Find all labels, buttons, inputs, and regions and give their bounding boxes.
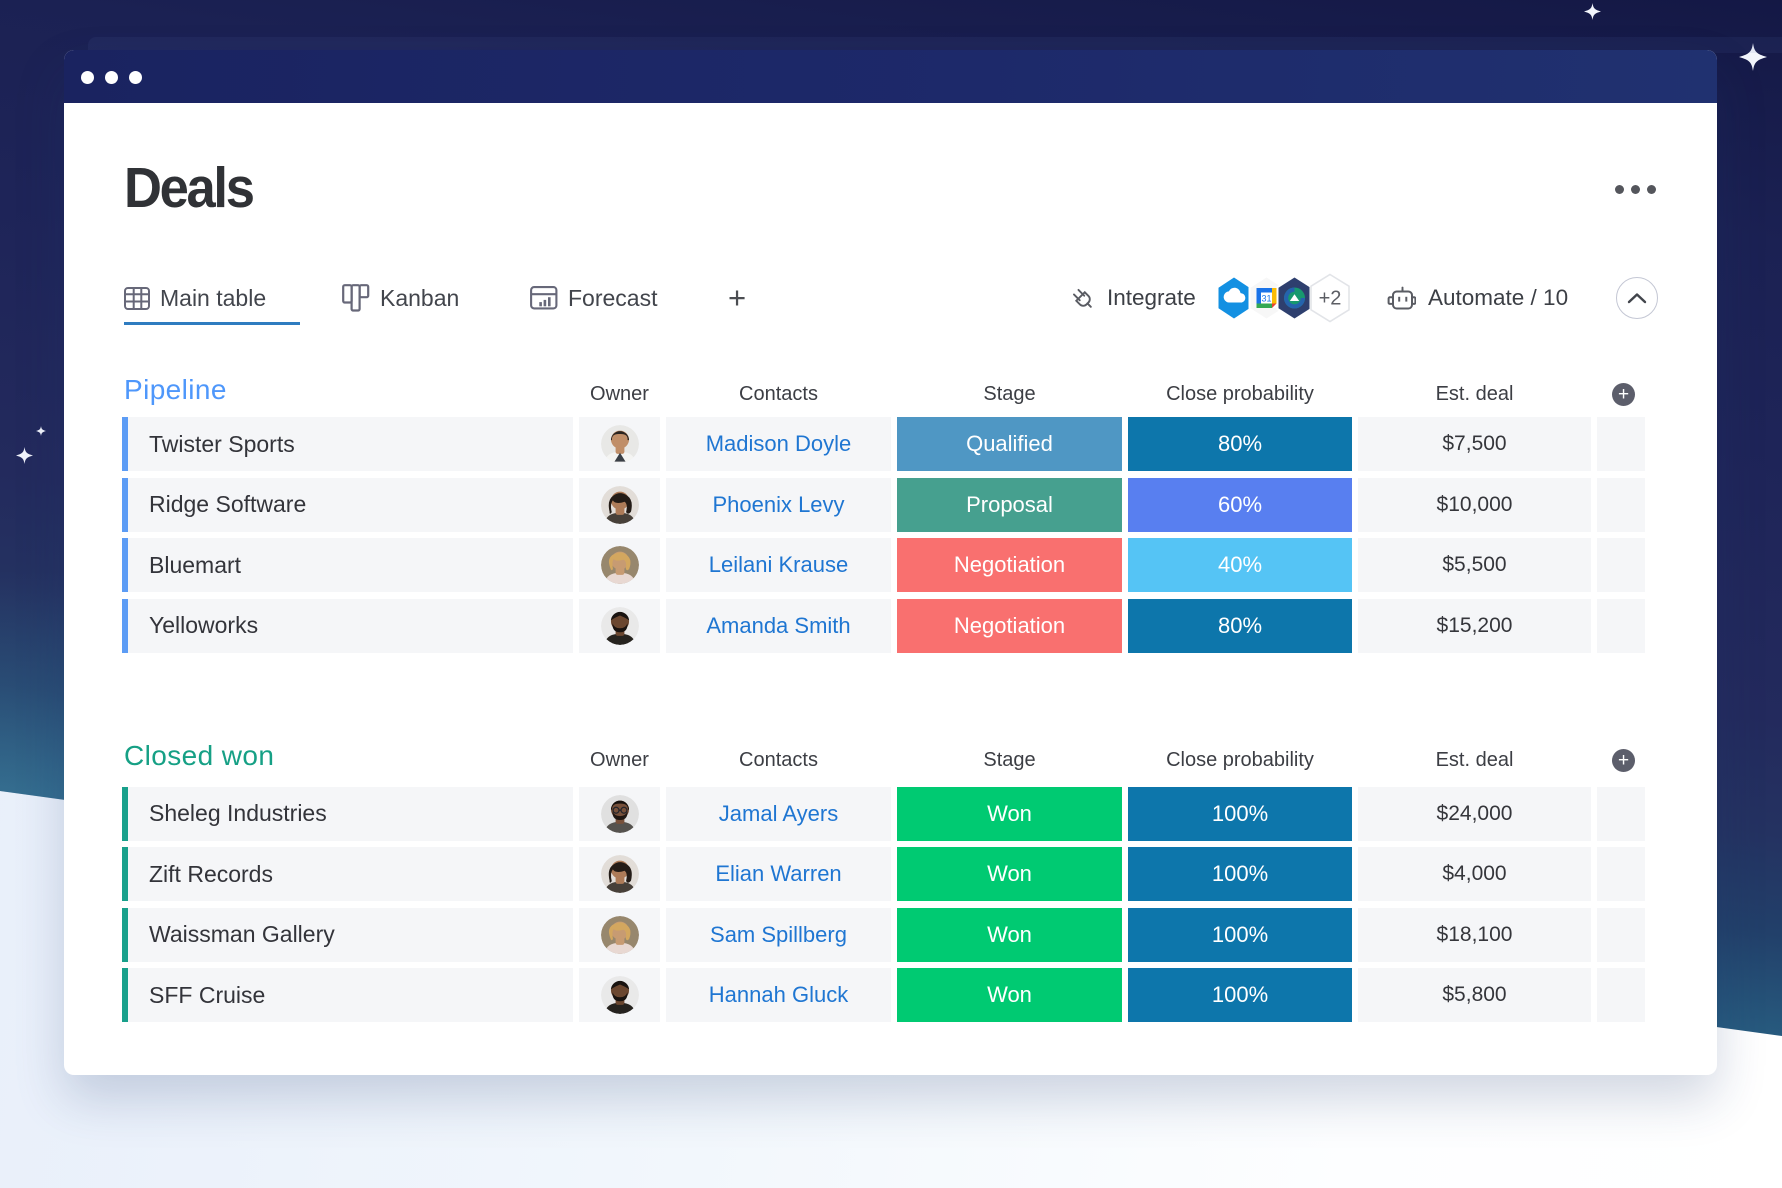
svg-text:+2: +2: [1319, 288, 1342, 310]
svg-text:31: 31: [1261, 293, 1271, 303]
